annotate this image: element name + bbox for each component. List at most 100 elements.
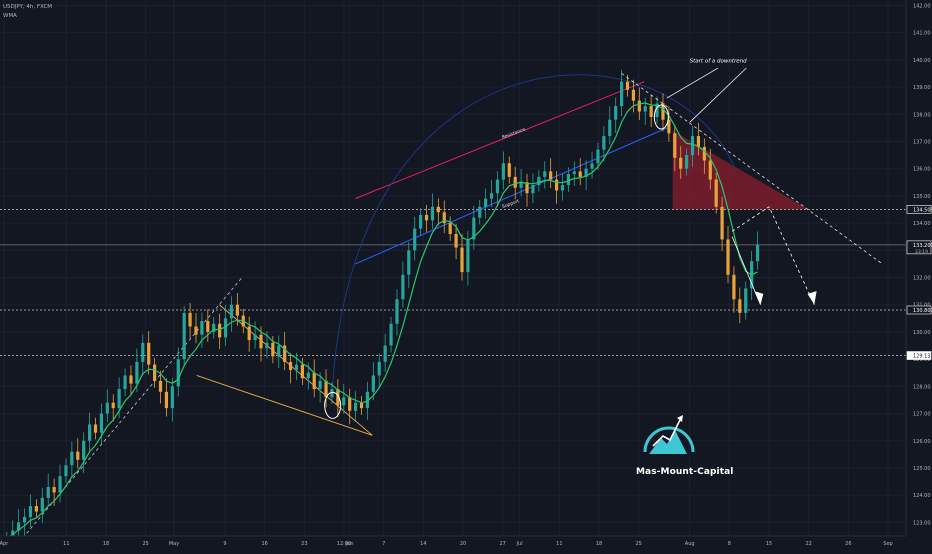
wma-line xyxy=(6,102,758,540)
candle-body xyxy=(513,176,517,188)
x-tick-label: Aug xyxy=(685,541,695,547)
candle-body xyxy=(46,487,50,498)
candle-body xyxy=(223,318,228,338)
candle-body xyxy=(655,103,659,117)
candle-body xyxy=(324,380,328,398)
candle-body xyxy=(525,182,529,194)
candle-body xyxy=(200,321,204,335)
price-label-box xyxy=(906,305,932,315)
candle-body xyxy=(572,171,576,175)
candle-body xyxy=(584,168,588,177)
candle-body xyxy=(312,372,316,390)
price-label-text: 130.807 xyxy=(913,308,932,314)
candle-body xyxy=(271,342,275,357)
candle-body xyxy=(708,160,712,180)
candle-body xyxy=(460,247,464,273)
candle-body xyxy=(401,274,405,300)
candle-body xyxy=(519,182,523,188)
price-label-sub: 23:19 xyxy=(915,249,928,255)
y-tick-label: 142.00 xyxy=(913,3,931,9)
x-tick-label: 18 xyxy=(596,541,602,547)
downtrend-circle xyxy=(653,104,669,130)
candle-body xyxy=(549,171,553,180)
candle-body xyxy=(229,304,234,319)
y-tick-label: 128.00 xyxy=(913,384,931,390)
downtrend-zone xyxy=(672,130,809,210)
candle-body xyxy=(164,391,169,409)
candle-body xyxy=(566,174,570,186)
candle-body xyxy=(176,359,180,387)
candle-body xyxy=(28,506,33,517)
candle-body xyxy=(182,312,186,360)
candle-body xyxy=(608,119,612,137)
candlesticks xyxy=(5,69,760,551)
wma-series-line xyxy=(6,102,758,540)
grid-lines xyxy=(0,0,906,536)
candle-body xyxy=(543,171,547,177)
candle-body xyxy=(590,163,594,169)
candle-body xyxy=(478,206,482,218)
candle-body xyxy=(70,451,74,466)
x-tick-label: 22 xyxy=(805,541,811,547)
indicator-line: WMA xyxy=(3,13,17,19)
y-tick-label: 125.00 xyxy=(913,466,931,472)
y-tick-label: 137.00 xyxy=(913,139,931,145)
price-label-box xyxy=(906,205,932,214)
x-tick-label: 27 xyxy=(499,541,505,547)
x-tick-label: 9 xyxy=(223,541,226,547)
price-axis: 123.00 124.00 125.00 126.00 127.00 128.00 129.… xyxy=(905,0,932,550)
candle-body xyxy=(259,334,263,349)
candle-body xyxy=(649,106,653,117)
candle-body xyxy=(99,413,104,433)
candle-body xyxy=(212,323,216,332)
candle-body xyxy=(537,176,541,186)
x-tick-label: Sep xyxy=(883,541,892,547)
time-axis-bg xyxy=(0,536,932,550)
y-tick-label: 140.00 xyxy=(913,58,931,64)
overlay-drawings: Start of a downtrend xyxy=(324,59,883,419)
candle-body xyxy=(714,179,718,207)
price-label-text: 129.133 xyxy=(913,354,932,360)
candle-body xyxy=(111,402,115,409)
candle-body xyxy=(82,440,86,460)
candle-body xyxy=(755,244,760,262)
candle-body xyxy=(560,185,565,191)
x-tick-label: 7 xyxy=(382,541,385,547)
x-tick-label: 23 xyxy=(301,541,307,547)
candle-body xyxy=(702,146,706,161)
x-tick-label: 14 xyxy=(420,541,426,547)
candle-body xyxy=(419,214,423,229)
candle-body xyxy=(277,345,281,357)
x-tick-label: 25 xyxy=(635,541,641,547)
candle-body xyxy=(389,323,393,346)
candle-body xyxy=(52,487,56,493)
candle-body xyxy=(247,326,251,341)
y-tick-label: 134.00 xyxy=(913,221,931,227)
price-label-text: 134.505 xyxy=(913,207,932,213)
x-tick-label: 20 xyxy=(460,541,466,547)
candle-body xyxy=(129,375,133,384)
candle-body xyxy=(578,171,582,177)
candle-body xyxy=(64,465,68,477)
candle-body xyxy=(726,239,730,275)
price-axis-bg xyxy=(906,0,932,550)
brand-logo xyxy=(643,415,695,454)
arc-curve xyxy=(332,74,736,387)
candle-body xyxy=(353,402,358,411)
candle-body xyxy=(407,250,411,275)
logo-mountain xyxy=(649,430,687,454)
x-tick-label: 8 xyxy=(728,541,731,547)
candle-body xyxy=(614,106,618,120)
candle-body xyxy=(141,342,145,362)
candle-body xyxy=(342,397,346,406)
candle-body xyxy=(619,81,624,107)
logo-text: Mas-Mount-Capital xyxy=(636,467,734,477)
candle-body xyxy=(489,193,494,199)
candle-body xyxy=(531,185,535,194)
candle-body xyxy=(22,516,27,523)
x-tick-label: Jul xyxy=(516,541,523,547)
horizontal-level-lines xyxy=(0,209,906,356)
